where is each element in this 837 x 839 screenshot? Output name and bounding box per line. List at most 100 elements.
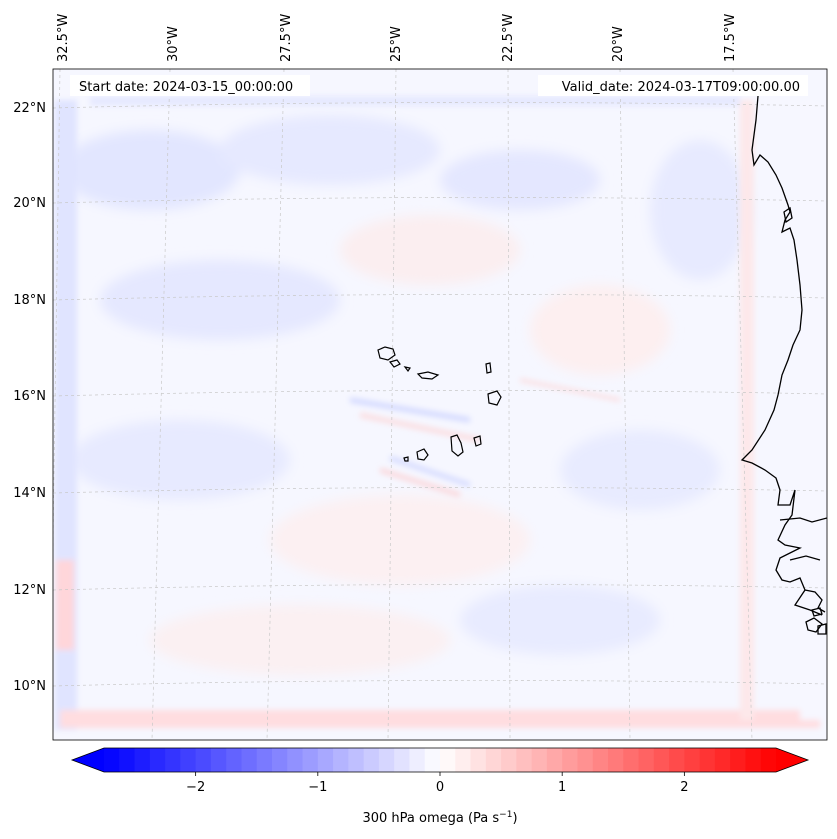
colorbar-ticks: −2 −1 0 1 2 — [186, 772, 689, 795]
colorbar-cell — [455, 748, 472, 772]
lat-label: 12°N — [13, 583, 46, 598]
gridlines — [53, 69, 827, 740]
lon-label: 30°W — [166, 26, 181, 62]
colorbar-cell — [195, 748, 212, 772]
valid-date-box — [538, 75, 808, 96]
colorbar-tick-label: 1 — [558, 780, 566, 795]
island-santo-antao — [377, 346, 396, 361]
coast-gambia — [779, 517, 827, 523]
colorbar-cell — [638, 748, 655, 772]
colorbar-cell — [501, 748, 517, 772]
colorbar-cell — [119, 748, 136, 772]
omega-field — [60, 115, 750, 675]
colorbar-cell — [714, 748, 731, 772]
colorbar-cell — [226, 748, 243, 772]
island-sao-nicolau — [416, 371, 440, 380]
colorbar-cell — [684, 748, 701, 772]
colorbar-cell — [134, 748, 151, 772]
colorbar-cell — [256, 748, 273, 772]
colorbar-cells — [72, 748, 808, 772]
colorbar-cell — [730, 748, 747, 772]
island-bissagos-2 — [817, 623, 827, 635]
colorbar-cell — [149, 748, 166, 772]
coast-peninsula — [783, 206, 793, 224]
lon-label: 25°W — [389, 26, 404, 62]
lat-label: 16°N — [13, 389, 46, 404]
colorbar-cell — [440, 748, 456, 772]
latitude-labels: 22°N 20°N 18°N 16°N 14°N 12°N 10°N — [13, 101, 46, 694]
plot-frame — [52, 68, 828, 741]
colorbar-cell — [669, 748, 685, 772]
island-fogo — [416, 448, 429, 461]
lon-label: 22.5°W — [501, 14, 516, 62]
colorbar-outline — [70, 747, 810, 773]
island-santiago — [450, 434, 464, 457]
start-date-label: Start date: 2024-03-15_00:00:00 — [79, 80, 293, 95]
colorbar-cell — [653, 748, 670, 772]
valid-date-label: Valid_date: 2024-03-17T09:00:00.00 — [562, 80, 800, 95]
lat-label: 22°N — [13, 101, 46, 116]
lon-label: 20°W — [611, 26, 626, 62]
colorbar-cell — [623, 748, 640, 772]
island-maio — [473, 435, 482, 447]
colorbar-cell — [165, 748, 181, 772]
map-plot-area — [53, 69, 827, 740]
colorbar-cell — [608, 748, 624, 772]
colorbar-cell — [272, 748, 288, 772]
lon-label: 27.5°W — [279, 14, 294, 62]
cape-verde-islands — [377, 346, 502, 462]
island-sao-vicente — [388, 359, 401, 368]
colorbar-cell — [745, 748, 762, 772]
colorbar-cell — [348, 748, 365, 772]
island-bissagos-3 — [811, 607, 823, 617]
colorbar-cell — [180, 748, 197, 772]
colorbar-cell — [333, 748, 349, 772]
colorbar-cell — [699, 748, 716, 772]
colorbar-cell — [317, 748, 334, 772]
colorbar-cell — [531, 748, 548, 772]
coast-river — [789, 555, 821, 561]
african-coastline — [740, 95, 827, 635]
lon-label: 17.5°W — [723, 14, 738, 62]
colorbar-cell — [378, 748, 395, 772]
colorbar-cell — [287, 748, 304, 772]
colorbar-label: 300 hPa omega (Pa s−1) — [362, 810, 517, 826]
wave-streaks — [349, 378, 621, 498]
colorbar-cell — [577, 748, 594, 772]
colorbar-tick-label: −2 — [186, 780, 205, 795]
lat-label: 10°N — [13, 679, 46, 694]
colorbar-cell — [516, 748, 533, 772]
colorbar-cell — [562, 748, 579, 772]
colorbar-cell — [409, 748, 426, 772]
island-brava — [403, 456, 409, 462]
boundary-zone — [55, 96, 820, 730]
lat-label: 14°N — [13, 486, 46, 501]
colorbar-cell — [470, 748, 487, 772]
colorbar-cell — [485, 748, 502, 772]
colorbar-tick-label: −1 — [308, 780, 327, 795]
colorbar-cell — [104, 748, 120, 772]
island-bissagos-1 — [805, 617, 823, 633]
lon-label: 32.5°W — [56, 14, 71, 62]
colorbar-cell — [210, 748, 227, 772]
colorbar-cell — [302, 748, 319, 772]
start-date-box — [70, 75, 310, 96]
colorbar-extend-low — [72, 748, 104, 772]
colorbar-cell — [241, 748, 258, 772]
colorbar-cell — [546, 748, 563, 772]
colorbar-cell — [592, 748, 609, 772]
colorbar-tick-label: 2 — [680, 780, 688, 795]
lat-label: 18°N — [13, 293, 46, 308]
colorbar-cell — [394, 748, 411, 772]
colorbar-cell — [424, 748, 441, 772]
colorbar: −2 −1 0 1 2 300 hPa omega (Pa s−1) — [70, 747, 810, 826]
lat-label: 20°N — [13, 196, 46, 211]
island-santa-luzia — [403, 366, 411, 373]
island-boa-vista — [487, 390, 502, 406]
colorbar-cell — [760, 748, 777, 772]
colorbar-extend-high — [776, 748, 808, 772]
longitude-labels: 32.5°W 30°W 27.5°W 25°W 22.5°W 20°W 17.5… — [56, 14, 738, 62]
island-sal — [485, 362, 492, 374]
colorbar-cell — [363, 748, 380, 772]
